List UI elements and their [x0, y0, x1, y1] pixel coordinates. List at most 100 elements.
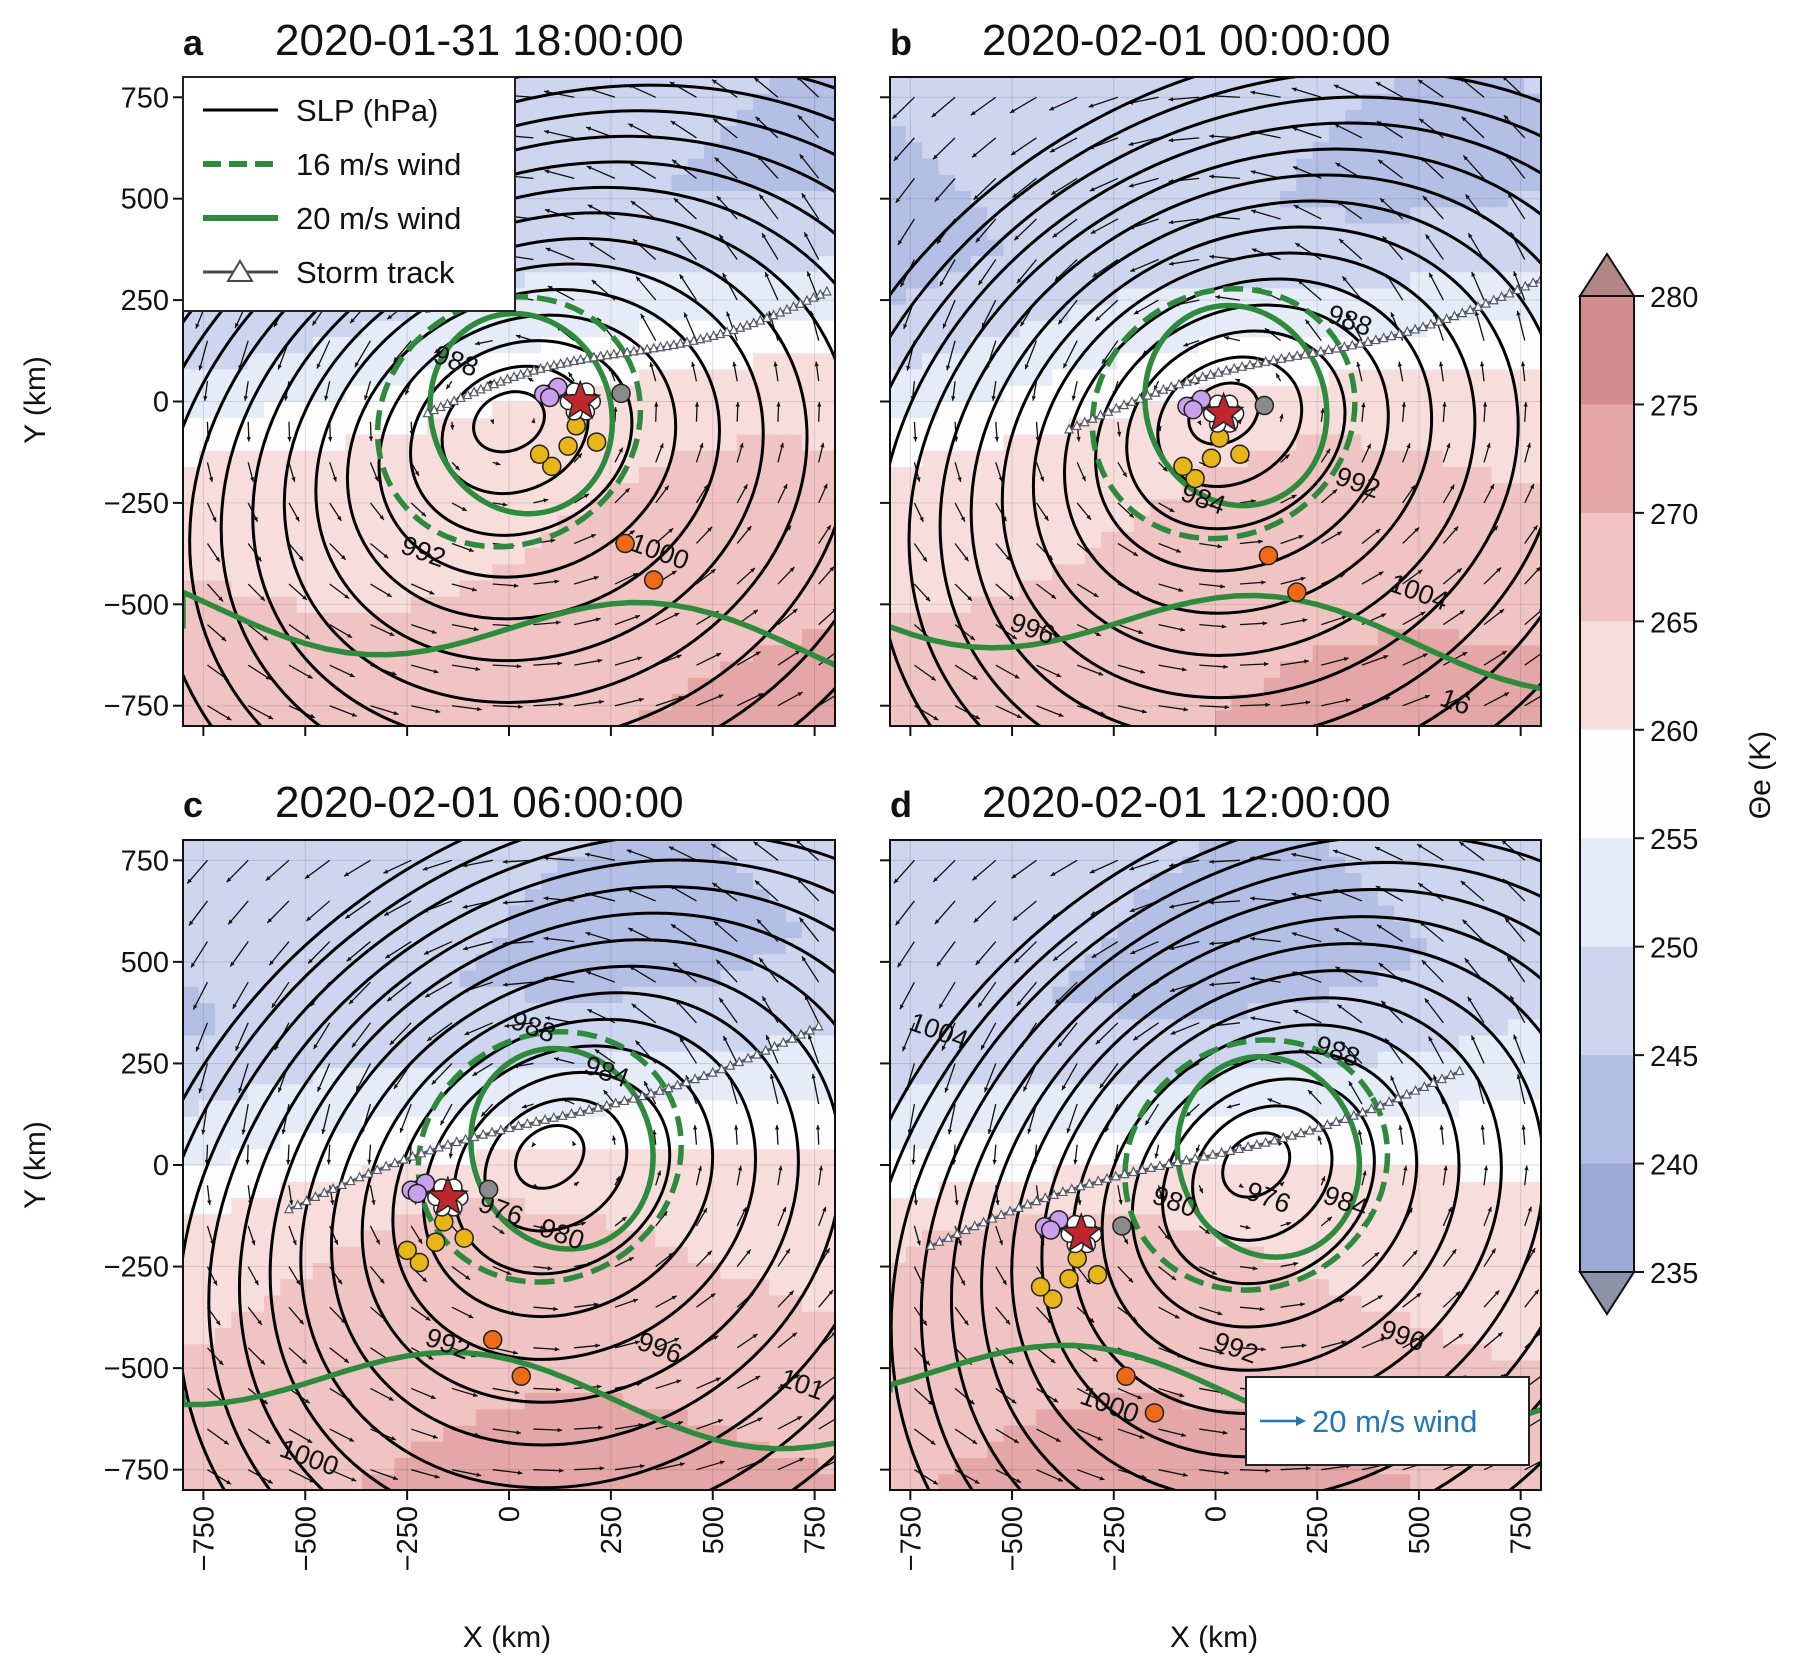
wind-arrow: [410, 1428, 438, 1439]
wind-arrow: [1076, 664, 1104, 676]
wind-arrowhead: [333, 1239, 338, 1245]
wind-arrowhead: [944, 1087, 949, 1093]
track-marker: [1410, 323, 1421, 334]
wind-arrow: [893, 859, 915, 884]
wind-arrow: [901, 1022, 916, 1052]
wind-arrowhead: [928, 1400, 933, 1405]
wind-arrow: [1504, 917, 1526, 942]
track-marker: [1418, 321, 1428, 332]
wind-arrow: [574, 1467, 605, 1471]
wind-arrowhead: [349, 1437, 355, 1442]
wind-arrow: [1374, 846, 1403, 861]
wind-arrowhead: [1123, 1239, 1128, 1245]
wind-arrowhead: [422, 866, 428, 871]
wind-arrow: [1294, 242, 1322, 261]
wind-arrowhead: [1209, 174, 1214, 179]
wind-arrowhead: [1465, 194, 1471, 200]
wind-arrowhead: [281, 1129, 286, 1135]
wind-arrow: [1036, 1469, 1064, 1482]
track-marker: [996, 1209, 1007, 1220]
wind-arrow: [1333, 84, 1363, 98]
wind-arrowhead: [911, 1159, 916, 1165]
wind-arrowhead: [795, 650, 801, 655]
wind-arrowhead: [515, 334, 521, 339]
wind-arrowhead: [615, 1176, 620, 1182]
wind-arrow: [1158, 1428, 1187, 1437]
wind-arrowhead: [656, 1170, 662, 1176]
wind-arrow: [934, 177, 956, 202]
wind-arrow: [1168, 137, 1200, 142]
slp-contour: [1063, 277, 1434, 615]
wind-arrow: [803, 232, 820, 260]
track-marker: [1229, 362, 1240, 373]
wind-arrow: [543, 857, 575, 861]
axis-ticks: [880, 96, 1522, 736]
wind-arrowhead: [340, 555, 346, 560]
wind-arrowhead: [636, 276, 641, 282]
wind-arrow: [818, 694, 835, 707]
wind-arrowhead: [544, 208, 550, 214]
wind-arrowhead: [344, 872, 350, 877]
wind-arrowhead: [930, 1440, 936, 1445]
wind-arrowhead: [1390, 1075, 1395, 1081]
track-marker: [725, 1059, 736, 1070]
track-marker: [1252, 357, 1263, 368]
wind-arrow: [754, 880, 779, 902]
track-marker: [1362, 336, 1373, 346]
wind-arrowhead: [1279, 1181, 1285, 1187]
wind-arrowhead: [978, 1002, 983, 1008]
wind-arrowhead: [1333, 84, 1339, 89]
track-marker: [602, 349, 613, 360]
wind-arrowhead: [1176, 548, 1182, 553]
wind-arrowhead: [1336, 531, 1342, 536]
wind-arrowhead: [1238, 1183, 1244, 1188]
wind-arrow: [1460, 880, 1485, 902]
wind-arrowhead: [742, 1207, 747, 1213]
panel-title: 2020-02-01 06:00:00: [275, 778, 684, 827]
wind-arrowhead: [430, 1394, 436, 1399]
wind-arrowhead: [545, 1016, 550, 1021]
wind-arrow: [543, 897, 575, 902]
wind-arrowhead: [1520, 361, 1526, 367]
wind-arrow: [1280, 1467, 1311, 1471]
wind-arrowhead: [547, 1266, 553, 1271]
panel-letter-b: b: [890, 22, 912, 63]
track-marker: [455, 392, 466, 403]
wind-arrowhead: [475, 666, 481, 672]
wind-arrow: [1513, 1034, 1526, 1064]
track-marker: [1268, 354, 1279, 365]
track-marker: [1276, 352, 1287, 363]
wind-arrowhead: [1251, 499, 1256, 504]
wind-arrow: [1249, 937, 1281, 943]
wind-arrowhead: [1077, 1200, 1082, 1205]
wind-arrowhead: [632, 1298, 638, 1303]
wind-arrow: [1471, 271, 1485, 301]
wind-arrow: [722, 1035, 738, 1064]
track-marker: [690, 1073, 701, 1084]
wind-arrow: [1292, 126, 1322, 139]
track-marker: [648, 342, 659, 353]
wind-arrow: [1209, 981, 1240, 986]
wind-arrow: [1094, 299, 1119, 322]
wind-arrow: [1129, 859, 1159, 871]
track-marker: [429, 404, 440, 415]
wind-arrowhead: [1447, 1207, 1452, 1213]
wind-arrow: [574, 700, 604, 707]
wind-arrowhead: [226, 715, 232, 721]
y-tick-label: −750: [104, 1455, 169, 1487]
wind-arrowhead: [1002, 1279, 1007, 1285]
site-marker: [407, 1183, 428, 1204]
wind-arrow: [266, 900, 290, 924]
track-marker: [1402, 325, 1413, 336]
wind-arrowhead: [1056, 673, 1062, 677]
wind-arrowhead: [828, 1289, 834, 1295]
wind-arrowhead: [902, 1046, 907, 1052]
wind-arrowhead: [191, 962, 196, 968]
wind-arrowhead: [313, 1044, 318, 1050]
wind-arrowhead: [1339, 239, 1344, 244]
track-marker: [582, 352, 593, 363]
wind-arrowhead: [762, 233, 767, 239]
track-marker: [487, 1126, 497, 1137]
wind-arrowhead: [374, 476, 379, 482]
